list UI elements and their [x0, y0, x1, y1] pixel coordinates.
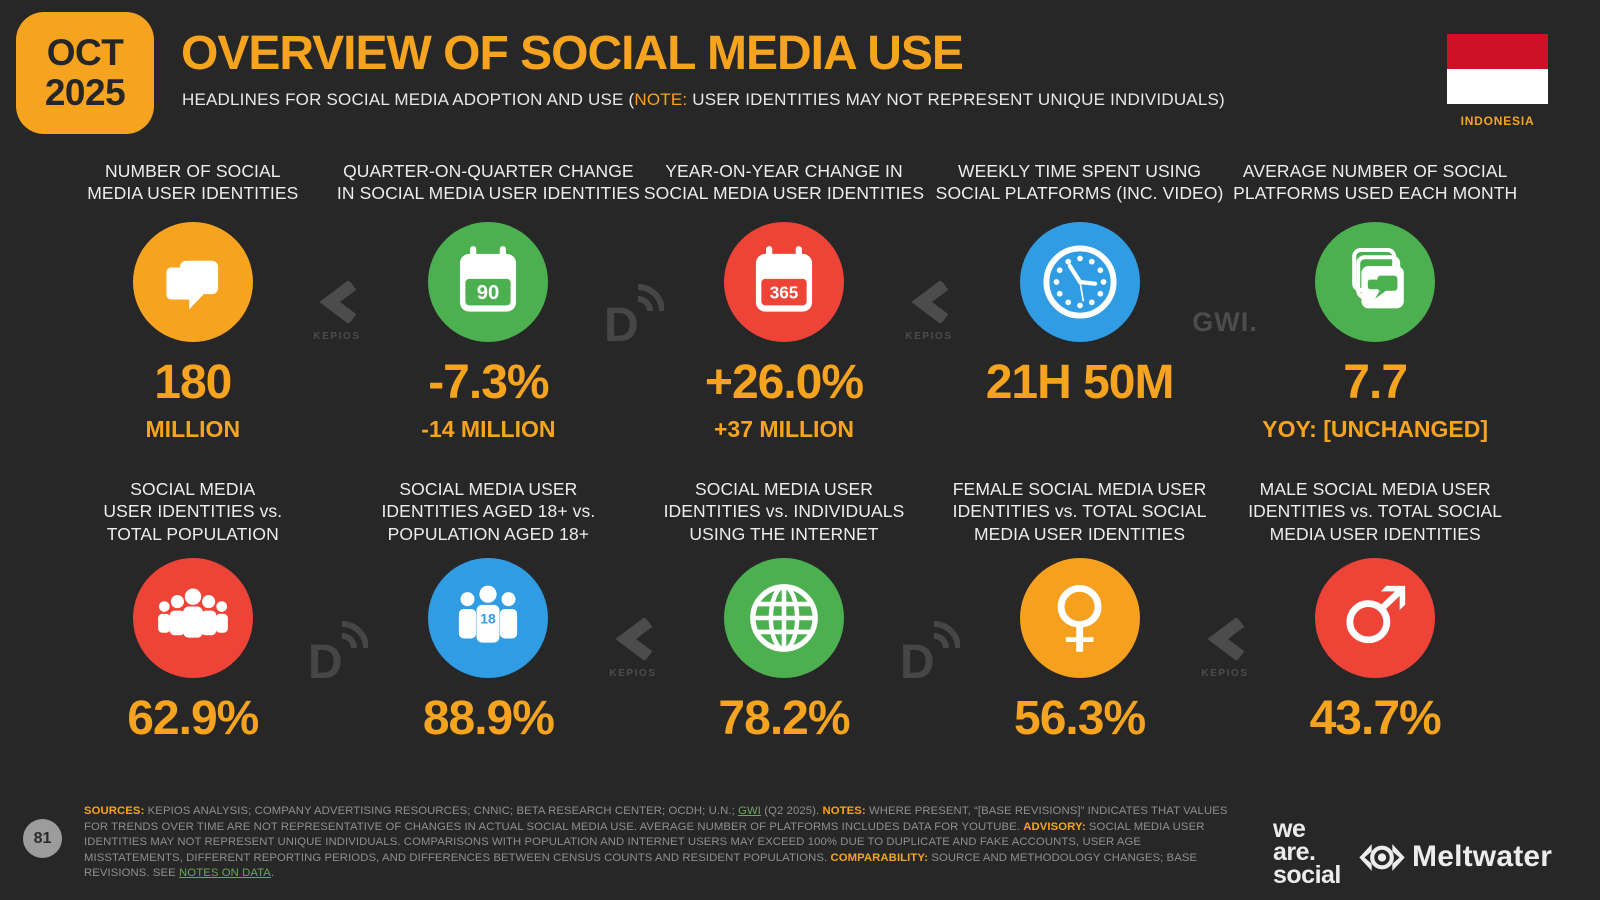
- svg-text:D: D: [900, 636, 935, 682]
- country-label: INDONESIA: [1460, 114, 1535, 128]
- metric-label: FEMALE SOCIAL MEDIA USER IDENTITIES vs. …: [952, 479, 1207, 544]
- page-title: OVERVIEW OF SOCIAL MEDIA USE: [181, 27, 964, 80]
- sources-text-2: (Q2 2025).: [760, 805, 823, 817]
- metric-subvalue: -14 MILLION: [421, 416, 556, 442]
- advisory-text: SOCIAL MEDIA USER IDENTITIES MAY NOT REP…: [84, 820, 1205, 864]
- datareportal-watermark: D: [602, 283, 665, 352]
- comparability-label: COMPARABILITY:: [830, 851, 929, 864]
- meltwater-eye-icon: [1359, 843, 1405, 871]
- metric-value: 88.9%: [422, 692, 555, 745]
- country-flag-block: INDONESIA: [1447, 34, 1548, 128]
- metric-value: 62.9%: [127, 692, 259, 745]
- metric-value: 78.2%: [718, 692, 850, 745]
- meltwater-logo: Meltwater: [1358, 840, 1552, 874]
- clock-icon: [1019, 222, 1140, 342]
- page-number-badge: 81: [23, 819, 62, 858]
- subtitle-note: NOTE:: [634, 90, 688, 109]
- page-number: 81: [33, 829, 52, 847]
- metric-card-yoy-change: YEAR-ON-YEAR CHANGE IN SOCIAL MEDIA USER…: [636, 160, 932, 441]
- people-18-icon: 18: [428, 558, 549, 678]
- svg-text:365: 365: [770, 282, 799, 302]
- subtitle-suffix: USER IDENTITIES MAY NOT REPRESENT UNIQUE…: [687, 90, 1225, 109]
- kepios-watermark: KEPIOS: [905, 279, 952, 342]
- metrics-row-1: NUMBER OF SOCIAL MEDIA USER IDENTITIES 1…: [45, 160, 1523, 441]
- globe-icon: [723, 558, 844, 678]
- metric-label: SOCIAL MEDIA USER IDENTITIES AGED 18+ vs…: [381, 479, 596, 544]
- footer-period: .: [270, 867, 275, 880]
- date-badge: OCT 2025: [16, 12, 154, 134]
- advisory-label: ADVISORY:: [1023, 820, 1086, 833]
- metric-subvalue: YOY: [UNCHANGED]: [1262, 416, 1489, 442]
- metric-value: 180: [154, 356, 232, 409]
- metric-label: WEEKLY TIME SPENT USING SOCIAL PLATFORMS…: [935, 161, 1224, 204]
- metric-card-avg-platforms: AVERAGE NUMBER OF SOCIAL PLATFORMS USED …: [1227, 160, 1523, 441]
- metric-value: 21H 50M: [985, 356, 1175, 409]
- metric-card-weekly-time: WEEKLY TIME SPENT USING SOCIAL PLATFORMS…: [932, 160, 1228, 441]
- datareportal-watermark: D: [306, 620, 369, 689]
- metric-card-female-share: FEMALE SOCIAL MEDIA USER IDENTITIES vs. …: [932, 478, 1228, 743]
- metric-card-qoq-change: QUARTER-ON-QUARTER CHANGE IN SOCIAL MEDI…: [337, 160, 640, 442]
- notes-label: NOTES:: [822, 805, 866, 817]
- svg-text:D: D: [604, 299, 639, 345]
- metric-label: MALE SOCIAL MEDIA USER IDENTITIES vs. TO…: [1248, 479, 1503, 544]
- metric-value: 43.7%: [1309, 692, 1442, 745]
- metric-card-user-identities: NUMBER OF SOCIAL MEDIA USER IDENTITIES 1…: [45, 160, 341, 441]
- metric-card-aged-18plus: SOCIAL MEDIA USER IDENTITIES AGED 18+ vs…: [341, 478, 637, 743]
- metric-value: 7.7: [1343, 356, 1408, 409]
- metric-card-vs-internet-users: SOCIAL MEDIA USER IDENTITIES vs. INDIVID…: [636, 478, 932, 743]
- metric-subvalue: +37 MILLION: [714, 416, 854, 442]
- kepios-watermark: KEPIOS: [1201, 616, 1248, 679]
- calendar-90-icon: 90: [428, 222, 549, 342]
- sources-label: SOURCES:: [84, 805, 145, 817]
- notes-text: WHERE PRESENT, “[BASE REVISIONS]” INDICA…: [84, 805, 1228, 833]
- kepios-watermark: KEPIOS: [313, 279, 360, 342]
- metric-subvalue: MILLION: [145, 416, 241, 442]
- chat-bubbles-icon: [132, 222, 253, 342]
- gwi-watermark: GWI.: [1192, 307, 1258, 337]
- footer-notes: SOURCES: KEPIOS ANALYSIS; COMPANY ADVERT…: [84, 804, 1236, 882]
- metric-label: AVERAGE NUMBER OF SOCIAL PLATFORMS USED …: [1233, 161, 1518, 204]
- calendar-365-icon: 365: [723, 222, 844, 342]
- people-group-icon: [132, 558, 253, 678]
- date-month: OCT: [46, 32, 124, 74]
- metric-value: 56.3%: [1014, 692, 1146, 745]
- male-icon: ♂: [1315, 558, 1436, 678]
- metric-card-vs-population: SOCIAL MEDIA USER IDENTITIES vs. TOTAL P…: [45, 478, 341, 743]
- kepios-watermark: KEPIOS: [609, 616, 656, 679]
- subtitle-prefix: HEADLINES FOR SOCIAL MEDIA ADOPTION AND …: [182, 90, 635, 109]
- metric-card-male-share: MALE SOCIAL MEDIA USER IDENTITIES vs. TO…: [1227, 478, 1523, 743]
- gwi-link[interactable]: GWI: [738, 805, 761, 817]
- male-symbol: ♂: [1340, 571, 1411, 661]
- comparability-text: SOURCE AND METHODOLOGY CHANGES; BASE REV…: [84, 851, 1198, 880]
- svg-text:D: D: [308, 636, 343, 682]
- datareportal-watermark: D: [898, 620, 961, 689]
- metric-label: YEAR-ON-YEAR CHANGE IN SOCIAL MEDIA USER…: [643, 161, 925, 204]
- metric-label: NUMBER OF SOCIAL MEDIA USER IDENTITIES: [87, 161, 299, 204]
- indonesia-flag-icon: [1447, 34, 1548, 104]
- female-icon: ♀: [1019, 558, 1140, 678]
- svg-text:90: 90: [477, 282, 500, 304]
- we-are-social-logo: we are. social: [1273, 815, 1341, 889]
- metric-value: -7.3%: [428, 356, 549, 409]
- metric-label: SOCIAL MEDIA USER IDENTITIES vs. INDIVID…: [663, 479, 905, 544]
- metric-label: QUARTER-ON-QUARTER CHANGE IN SOCIAL MEDI…: [336, 161, 640, 204]
- page-subtitle: HEADLINES FOR SOCIAL MEDIA ADOPTION AND …: [182, 90, 1225, 110]
- notes-on-data-link[interactable]: NOTES ON DATA: [179, 867, 271, 880]
- female-symbol: ♀: [1051, 571, 1109, 661]
- metrics-row-2: SOCIAL MEDIA USER IDENTITIES vs. TOTAL P…: [45, 478, 1523, 743]
- svg-text:18: 18: [481, 611, 497, 627]
- stacked-chats-icon: [1315, 222, 1436, 342]
- metric-label: SOCIAL MEDIA USER IDENTITIES vs. TOTAL P…: [103, 479, 283, 544]
- metric-value: +26.0%: [704, 356, 864, 409]
- date-year: 2025: [44, 72, 126, 113]
- meltwater-wordmark: Meltwater: [1412, 840, 1553, 873]
- sources-text: KEPIOS ANALYSIS; COMPANY ADVERTISING RES…: [144, 805, 739, 817]
